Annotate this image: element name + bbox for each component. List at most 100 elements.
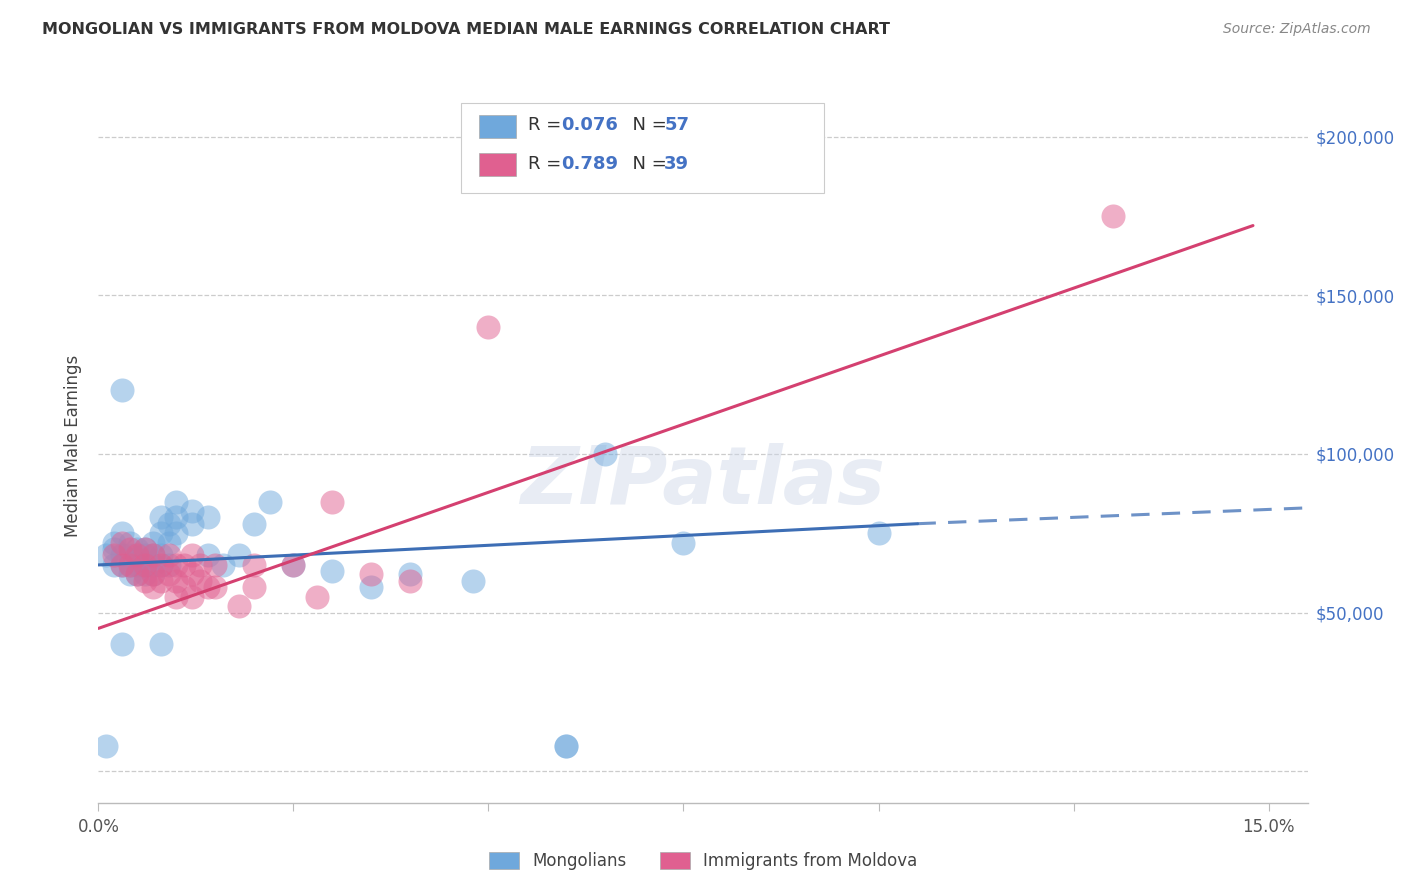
Text: ZIPatlas: ZIPatlas xyxy=(520,442,886,521)
Point xyxy=(1101,209,1123,223)
Point xyxy=(103,549,125,563)
Point xyxy=(165,558,187,572)
Point xyxy=(181,504,204,518)
Text: MONGOLIAN VS IMMIGRANTS FROM MOLDOVA MEDIAN MALE EARNINGS CORRELATION CHART: MONGOLIAN VS IMMIGRANTS FROM MOLDOVA MED… xyxy=(42,22,890,37)
Point xyxy=(111,637,134,651)
Point xyxy=(283,558,305,572)
Point xyxy=(127,567,149,582)
Point xyxy=(399,574,422,588)
Point xyxy=(103,558,125,572)
Text: 0.789: 0.789 xyxy=(561,155,619,173)
Point xyxy=(360,580,382,594)
Point xyxy=(321,564,343,578)
Point xyxy=(134,558,156,572)
Point xyxy=(228,599,250,614)
FancyBboxPatch shape xyxy=(479,153,516,177)
Point xyxy=(96,739,118,753)
Point xyxy=(118,542,141,557)
Point xyxy=(127,567,149,582)
Point xyxy=(103,535,125,549)
Point xyxy=(134,567,156,582)
Point xyxy=(165,590,187,604)
Point xyxy=(127,551,149,566)
Point xyxy=(157,567,180,582)
Y-axis label: Median Male Earnings: Median Male Earnings xyxy=(65,355,83,537)
Point xyxy=(243,558,266,572)
Point xyxy=(212,558,235,572)
Point xyxy=(111,384,134,398)
Point xyxy=(118,535,141,549)
Point xyxy=(197,580,219,594)
Point xyxy=(188,558,211,572)
FancyBboxPatch shape xyxy=(479,115,516,137)
Text: N =: N = xyxy=(621,155,672,173)
Point xyxy=(149,526,172,541)
Point xyxy=(305,590,328,604)
Point xyxy=(127,558,149,572)
Point xyxy=(118,558,141,572)
Point xyxy=(111,526,134,541)
Point xyxy=(283,558,305,572)
Point xyxy=(142,567,165,582)
Point xyxy=(181,590,204,604)
Point xyxy=(228,549,250,563)
Point xyxy=(149,637,172,651)
Legend: Mongolians, Immigrants from Moldova: Mongolians, Immigrants from Moldova xyxy=(482,845,924,877)
Point xyxy=(157,558,180,572)
Point xyxy=(111,549,134,563)
Point xyxy=(321,494,343,508)
Point xyxy=(173,558,195,572)
Point xyxy=(96,549,118,563)
Point xyxy=(165,526,187,541)
Point xyxy=(111,558,134,572)
Point xyxy=(149,574,172,588)
Point xyxy=(197,510,219,524)
Text: N =: N = xyxy=(621,116,672,134)
Point xyxy=(149,558,172,572)
Point xyxy=(134,542,156,557)
Point xyxy=(157,516,180,531)
Point xyxy=(181,516,204,531)
Point xyxy=(142,535,165,549)
Point xyxy=(127,542,149,557)
Point xyxy=(360,567,382,582)
Point xyxy=(142,558,165,572)
Point xyxy=(555,739,578,753)
Point xyxy=(142,567,165,582)
Point xyxy=(134,549,156,563)
Point xyxy=(477,320,499,334)
Point xyxy=(157,549,180,563)
Text: 57: 57 xyxy=(664,116,689,134)
Point xyxy=(111,558,134,572)
Point xyxy=(118,549,141,563)
Point xyxy=(111,535,134,549)
Point xyxy=(197,549,219,563)
Point xyxy=(555,739,578,753)
Point xyxy=(243,580,266,594)
Point xyxy=(461,574,484,588)
Point xyxy=(173,580,195,594)
Point xyxy=(134,574,156,588)
Point xyxy=(149,558,172,572)
Point xyxy=(188,574,211,588)
Point xyxy=(149,549,172,563)
Point xyxy=(134,542,156,557)
Point xyxy=(165,574,187,588)
Point xyxy=(204,580,226,594)
Point xyxy=(127,549,149,563)
FancyBboxPatch shape xyxy=(461,103,824,193)
Point xyxy=(204,558,226,572)
Point xyxy=(165,494,187,508)
Point xyxy=(181,567,204,582)
Point xyxy=(181,549,204,563)
Point xyxy=(134,558,156,572)
Text: R =: R = xyxy=(527,116,567,134)
Text: R =: R = xyxy=(527,155,567,173)
Point xyxy=(142,549,165,563)
Text: 39: 39 xyxy=(664,155,689,173)
Point xyxy=(149,510,172,524)
Point xyxy=(595,447,617,461)
Point xyxy=(118,567,141,582)
Point xyxy=(142,580,165,594)
Point xyxy=(259,494,281,508)
